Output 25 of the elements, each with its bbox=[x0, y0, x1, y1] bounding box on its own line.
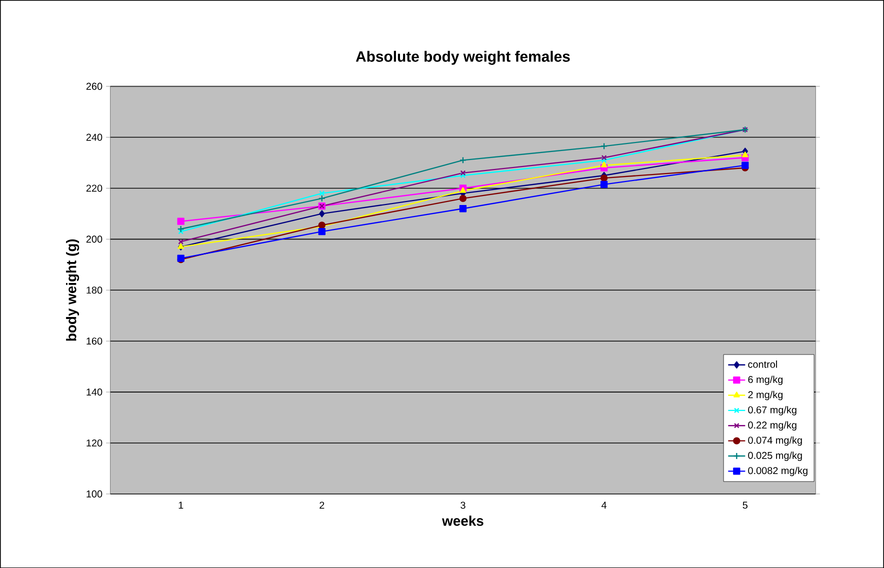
y-axis-title: body weight (g) bbox=[66, 239, 80, 341]
y-tick-label: 160 bbox=[86, 337, 102, 344]
y-tick-label: 260 bbox=[86, 82, 102, 90]
y-tick-label: 220 bbox=[86, 184, 102, 192]
legend-label: 0.22 mg/kg bbox=[748, 421, 796, 430]
x-tick-label: 2 bbox=[320, 502, 324, 509]
x-axis-title: weeks bbox=[442, 515, 484, 526]
y-tick-label: 140 bbox=[86, 388, 102, 396]
y-tick-label: 200 bbox=[86, 236, 102, 243]
x-tick-label: 5 bbox=[742, 502, 748, 509]
y-tick-label: 120 bbox=[86, 439, 102, 446]
legend-label: 0.025 mg/kg bbox=[748, 452, 802, 461]
y-tick-label: 240 bbox=[86, 134, 102, 141]
y-tick-label: 100 bbox=[86, 490, 102, 498]
legend-label: 0.074 mg/kg bbox=[748, 436, 802, 446]
x-tick-label: 1 bbox=[178, 502, 184, 508]
y-tick-label: 180 bbox=[86, 286, 102, 294]
legend-label: 2 mg/kg bbox=[748, 390, 783, 400]
legend-label: 6 mg/kg bbox=[748, 376, 783, 385]
legend-label: control bbox=[748, 360, 777, 368]
x-tick-label: 3 bbox=[460, 502, 466, 509]
x-tick-label: 4 bbox=[602, 502, 607, 508]
legend-label: 0.67 mg/kg bbox=[748, 406, 796, 416]
chart-title: Absolute body weight females bbox=[356, 50, 570, 65]
legend-label: 0.0082 mg/kg bbox=[748, 466, 808, 476]
